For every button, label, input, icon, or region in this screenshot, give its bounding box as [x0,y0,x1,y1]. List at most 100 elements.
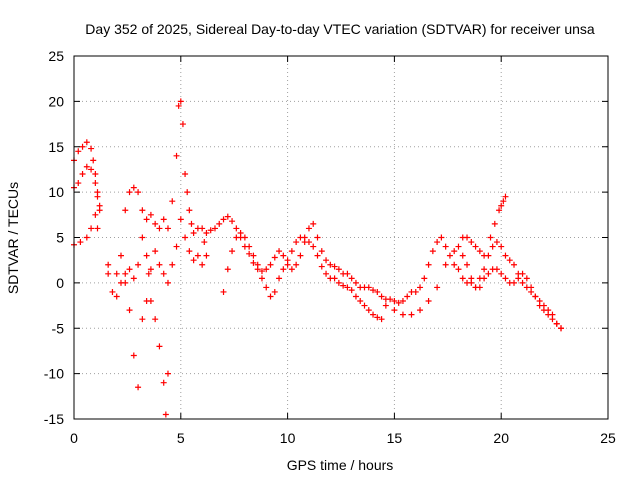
data-point [348,275,355,282]
data-point [216,220,223,227]
x-tick-label: 25 [600,430,616,446]
data-point [88,225,95,232]
data-point [105,270,112,277]
data-point [404,293,411,300]
data-point [83,139,90,146]
data-point [442,261,449,268]
data-point [152,316,159,323]
data-point [365,284,372,291]
data-point [487,234,494,241]
data-point [211,225,218,232]
data-point [331,263,338,270]
data-point [75,180,82,187]
y-tick-label: 0 [56,275,64,291]
data-point [305,225,312,232]
data-point [352,293,359,300]
data-point [263,284,270,291]
data-point [139,316,146,323]
data-point [395,299,402,306]
data-point [297,252,304,259]
data-point [147,298,154,305]
data-point [408,311,415,318]
data-point [370,287,377,294]
data-point [75,148,82,155]
data-point [446,252,453,259]
data-point [301,234,308,241]
y-tick-label: 15 [48,139,64,155]
data-point [500,198,507,205]
data-point [109,288,116,295]
data-point [387,296,394,303]
data-point [314,252,321,259]
data-point [173,243,180,250]
x-tick-label: 15 [387,430,403,446]
data-point [160,379,167,386]
data-point [184,189,191,196]
data-point [258,268,265,275]
data-point [135,261,142,268]
data-point [421,275,428,282]
y-tick-label: 10 [48,184,64,200]
data-point [323,257,330,264]
data-point [511,279,518,286]
grid-lines [74,56,608,419]
data-point [378,293,385,300]
data-point [92,211,99,218]
data-point [476,248,483,255]
data-point [271,288,278,295]
series-track-k [459,234,488,259]
chart-title: Day 352 of 2025, Sidereal Day-to-day VTE… [85,21,595,37]
data-point [156,343,163,350]
data-point [545,311,552,318]
data-point [280,266,287,273]
data-point [391,298,398,305]
data-point [160,270,167,277]
data-point [169,198,176,205]
data-point [139,207,146,214]
data-point [250,252,257,259]
data-point [122,207,129,214]
data-point [519,270,526,277]
data-point [79,170,86,177]
data-point [179,121,186,128]
data-point [182,170,189,177]
data-point [506,257,513,264]
data-point [147,266,154,273]
data-point [314,234,321,241]
data-point [536,302,543,309]
data-point [412,288,419,295]
y-axis-label: SDTVAR / TECUs [5,182,21,294]
data-point [220,216,227,223]
data-point [105,261,112,268]
data-point [451,248,458,255]
data-point [229,218,236,225]
data-point [417,307,424,314]
data-point [382,302,389,309]
data-point [502,275,509,282]
data-point [305,239,312,246]
x-tick-label: 10 [280,430,296,446]
data-point [267,261,274,268]
data-point [88,145,95,152]
data-point [135,189,142,196]
data-point [229,248,236,255]
series-track-f [105,234,171,300]
data-point [83,234,90,241]
data-point [92,180,99,187]
data-point [152,248,159,255]
data-point [152,220,159,227]
data-point [164,279,171,286]
data-point [113,270,120,277]
data-point [540,307,547,314]
data-point [374,314,381,321]
data-point [237,229,244,236]
data-point [399,298,406,305]
data-point [425,261,432,268]
y-tick-label: 20 [48,93,64,109]
data-point [476,284,483,291]
data-point [199,225,206,232]
data-point [122,270,129,277]
data-point [175,102,182,109]
data-point [90,157,97,164]
data-point [160,216,167,223]
